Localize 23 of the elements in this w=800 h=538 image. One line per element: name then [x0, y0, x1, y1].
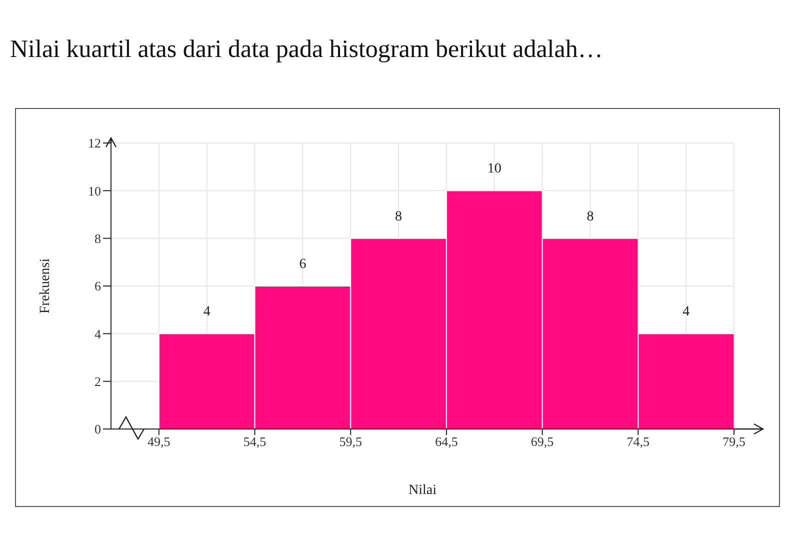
y-tick-label: 6: [94, 278, 102, 294]
x-tick-label: 79,5: [722, 434, 746, 450]
x-axis-title: Nilai: [408, 483, 437, 498]
x-tick-label: 74,5: [626, 434, 650, 450]
data-label: 8: [586, 209, 594, 224]
chart-title: Nilai kuartil atas dari data pada histogram berikut adalah…: [9, 35, 604, 65]
y-tick-label: 8: [94, 230, 101, 246]
data-label: 4: [682, 304, 690, 320]
x-tick-label: 49,5: [148, 434, 170, 450]
x-tick-label: 54,5: [243, 434, 266, 450]
y-axis-title: Frekuensi: [38, 258, 53, 314]
data-label: 4: [203, 304, 210, 320]
y-tick-label: 4: [94, 326, 102, 342]
data-label: 8: [395, 209, 402, 224]
y-tick-label: 10: [88, 183, 101, 198]
data-label: 6: [299, 257, 306, 272]
x-tick-label: 64,5: [435, 434, 458, 450]
y-tick-label: 2: [94, 374, 101, 389]
x-tick-label: 69,5: [530, 434, 554, 450]
y-tick-label: 12: [88, 136, 101, 151]
x-tick-label: 59,5: [339, 434, 362, 450]
data-label: 10: [487, 162, 502, 177]
y-tick-label: 0: [94, 422, 101, 437]
